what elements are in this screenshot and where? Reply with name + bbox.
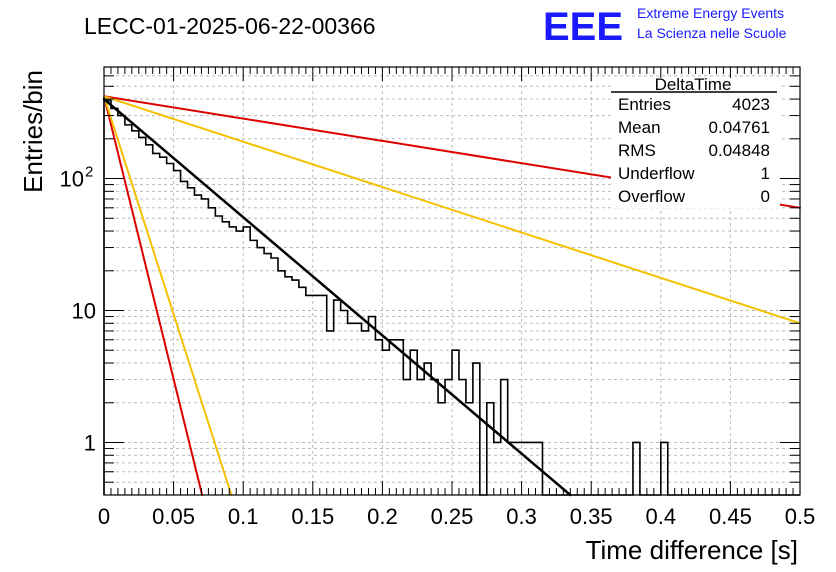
stats-value-underflow: 1 [761, 164, 770, 183]
orange-curve [103, 95, 801, 325]
logo-line1: Extreme Energy Events [637, 5, 784, 21]
x-tick-label: 0 [98, 504, 110, 529]
x-tick-label: 0.35 [570, 504, 613, 529]
stats-value-entries: 4023 [732, 95, 770, 114]
logo-line2: La Scienza nelle Scuole [637, 25, 787, 41]
histogram [102, 97, 800, 497]
y-tick-label: 10 [72, 299, 96, 324]
tick-labels: 0 0.05 0.1 0.15 0.2 0.25 0.3 0.35 0.4 0.45 0.51101… [60, 164, 816, 529]
x-tick-label: 0.1 [228, 504, 259, 529]
stats-label-underflow: Underflow [618, 164, 695, 183]
stats-label-overflow: Overflow [618, 187, 686, 206]
x-tick-label: 0.2 [367, 504, 398, 529]
eee-logo: EEE [543, 5, 623, 49]
stats-value-rms: 0.04848 [709, 141, 770, 160]
stats-label-mean: Mean [618, 118, 661, 137]
y-axis-label: Entries/bin [18, 70, 48, 193]
x-axis-label: Time difference [s] [586, 535, 798, 565]
stats-value-mean: 0.04761 [709, 118, 770, 137]
x-tick-label: 0.45 [709, 504, 752, 529]
x-tick-label: 0.05 [152, 504, 195, 529]
chart-title: LECC-01-2025-06-22-00366 [84, 13, 376, 39]
stats-label-rms: RMS [618, 141, 656, 160]
x-tick-label: 0.25 [431, 504, 474, 529]
stats-label-entries: Entries [618, 95, 671, 114]
fit-line [102, 97, 572, 497]
stats-box-bg [611, 78, 780, 208]
orange-curve [103, 95, 233, 496]
stats-box: DeltaTime Entries 4023 Mean 0.04761 RMS … [611, 75, 780, 208]
y-tick-label: 10 [60, 167, 84, 192]
stats-title: DeltaTime [655, 75, 732, 94]
y-tick-label: 1 [84, 430, 96, 455]
x-tick-label: 0.15 [291, 504, 334, 529]
y-tick-exponent: 2 [85, 164, 93, 181]
x-tick-label: 0.3 [506, 504, 537, 529]
x-tick-label: 0.4 [646, 504, 677, 529]
red-curve [103, 95, 204, 496]
axis-ticks [103, 66, 801, 496]
stats-value-overflow: 0 [761, 187, 770, 206]
x-tick-label: 0.5 [785, 504, 816, 529]
